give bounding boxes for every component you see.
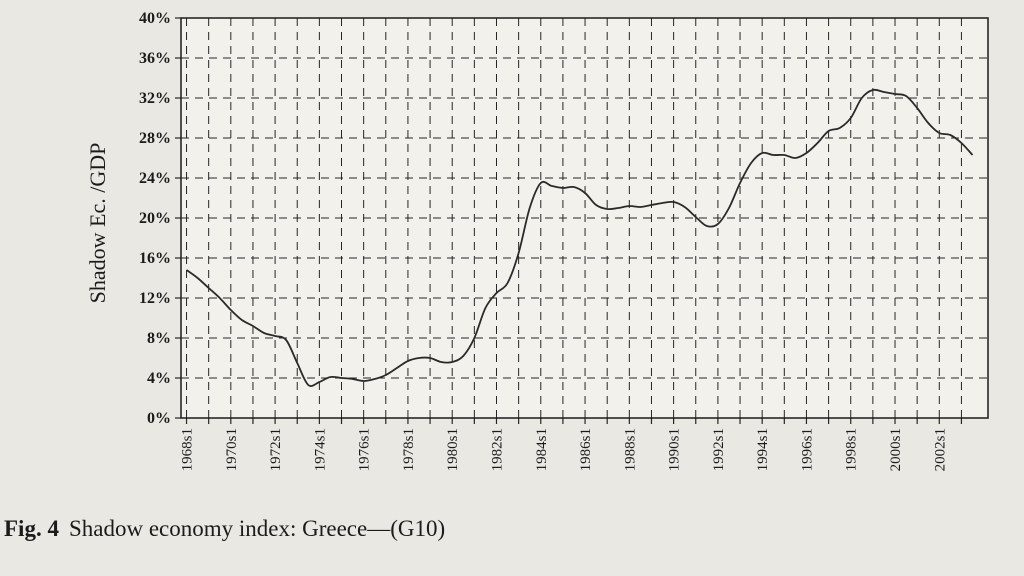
x-tick-label: 1970s1 [224, 428, 240, 471]
y-tick-label: 20% [139, 210, 171, 227]
y-axis-label: Shadow Ec. /GDP [85, 143, 110, 304]
x-axis-ticks: 1968s1 1970s1 1972s1 1974s1 1976s1 1978s1 1980… [180, 418, 963, 471]
figure-caption: Fig. 4 Shadow economy index: Greece—(G10) [4, 516, 445, 542]
y-tick-label: 32% [139, 90, 171, 107]
y-tick-label: 28% [139, 130, 171, 147]
y-tick-label: 36% [139, 50, 171, 67]
plot-area [181, 18, 988, 418]
x-tick-label: 2002s1 [932, 428, 948, 471]
y-tick-label: 8% [147, 330, 171, 347]
y-axis-ticks: 0% 4% 8% 12% 16% 20% 24% 28% 32% 36% 40% [139, 10, 181, 427]
x-tick-label: 1978s1 [401, 428, 417, 471]
figure-number: Fig. 4 [4, 516, 59, 541]
plot-frame [180, 17, 989, 419]
x-tick-label: 1982s1 [489, 428, 505, 471]
y-tick-label: 16% [139, 250, 171, 267]
y-tick-label: 24% [139, 170, 171, 187]
series-line [186, 88, 974, 387]
x-tick-label: 1990s1 [667, 428, 683, 471]
y-tick-label: 12% [139, 290, 171, 307]
x-tick-label: 1992s1 [711, 428, 727, 471]
x-tick-label: 1974s1 [312, 428, 328, 471]
line-chart: 0% 4% 8% 12% 16% 20% 24% 28% 32% 36% 40% 1968s1 197… [85, 10, 989, 471]
x-tick-label: 1976s1 [357, 428, 373, 471]
y-tick-label: 4% [147, 370, 171, 387]
x-tick-label: 1984s1 [534, 428, 550, 471]
y-tick-label: 40% [139, 10, 171, 27]
y-tick-label: 0% [147, 410, 171, 427]
x-tick-label: 1972s1 [268, 428, 284, 471]
x-tick-label: 2000s1 [888, 428, 904, 471]
caption-text: Shadow economy index: Greece—(G10) [68, 516, 446, 541]
x-tick-label: 1986s1 [578, 428, 594, 471]
x-tick-label: 1994s1 [755, 428, 771, 471]
x-tick-label: 1998s1 [844, 428, 860, 471]
x-tick-label: 1968s1 [180, 428, 196, 471]
x-tick-label: 1980s1 [445, 428, 461, 471]
grid [181, 18, 988, 418]
x-tick-label: 1988s1 [622, 428, 638, 471]
x-tick-label: 1996s1 [799, 428, 815, 471]
